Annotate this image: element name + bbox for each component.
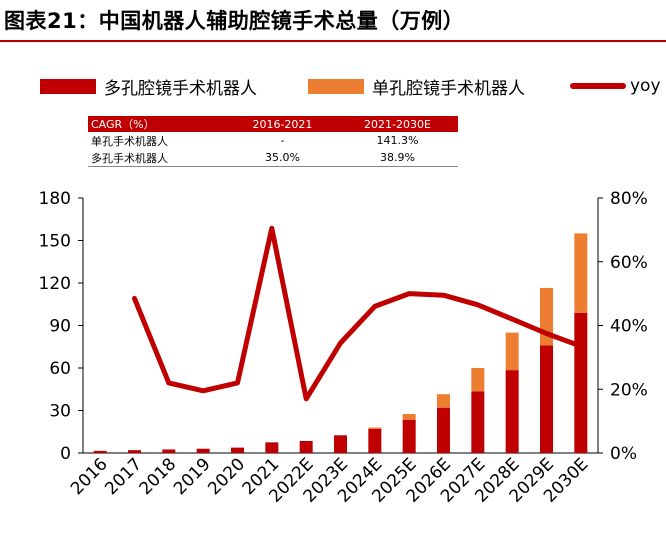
legend: 多孔腔镜手术机器人 单孔腔镜手术机器人 yoy: [40, 72, 666, 100]
bar-multi-port: [334, 435, 347, 453]
x-tick-label: 2019: [170, 454, 215, 499]
cagr-header-row: CAGR（%） 2016-2021 2021-2030E: [88, 116, 458, 132]
y-tick-label: 90: [49, 317, 71, 337]
bar-multi-port: [437, 407, 450, 453]
legend-swatch-multi-port: [40, 78, 96, 94]
bar-single-port: [574, 233, 588, 313]
bar-single-port: [437, 394, 450, 408]
bar-multi-port: [574, 312, 588, 453]
bar-multi-port: [128, 450, 141, 453]
cagr-cell: 35.0%: [227, 149, 337, 167]
y-tick-label: 30: [49, 402, 71, 422]
cagr-row: 多孔手术机器人 35.0% 38.9%: [88, 149, 458, 167]
cagr-cell: 38.9%: [337, 149, 458, 167]
cagr-cell: 单孔手术机器人: [91, 134, 168, 148]
y-tick-label: 120: [39, 274, 71, 294]
chart-title: 图表21：中国机器人辅助腔镜手术总量（万例）: [4, 9, 465, 33]
y-tick-label: 150: [39, 232, 71, 252]
bar-single-port: [471, 368, 485, 392]
yoy-line: [132, 225, 584, 402]
bar-multi-port: [540, 345, 553, 453]
x-tick-label: 2016: [67, 454, 112, 499]
cagr-cell: 141.3%: [376, 134, 419, 147]
cagr-header-cell: 2021-2030E: [337, 116, 458, 132]
bar-multi-port: [196, 448, 210, 453]
legend-swatch-yoy: [570, 83, 626, 89]
y-tick-label: 60: [49, 359, 71, 379]
legend-swatch-single-port: [308, 78, 364, 94]
x-tick-label: 2017: [101, 454, 146, 499]
bar-multi-port: [162, 449, 176, 453]
bar-single-port: [505, 332, 519, 371]
cagr-table: CAGR（%） 2016-2021 2021-2030E 单孔手术机器人 - 1…: [88, 116, 458, 167]
bar-multi-port: [402, 419, 416, 453]
y2-tick-label: 80%: [610, 189, 648, 209]
legend-item-multi-port: 多孔腔镜手术机器人: [40, 72, 257, 100]
x-tick-label: 2018: [136, 454, 181, 499]
y2-tick-label: 0%: [610, 444, 637, 464]
bar-multi-port: [471, 391, 485, 453]
y-tick-label: 0: [60, 444, 71, 464]
bar-multi-port: [231, 447, 244, 453]
cagr-cell: -: [280, 134, 285, 147]
y2-tick-label: 40%: [610, 317, 648, 337]
legend-item-yoy: yoy: [570, 72, 661, 100]
cagr-cell: 多孔手术机器人: [88, 149, 228, 167]
y2-tick-label: 60%: [610, 253, 648, 273]
title-divider: [0, 40, 666, 42]
legend-label-multi-port: 多孔腔镜手术机器人: [104, 78, 257, 99]
bar-multi-port: [265, 442, 279, 453]
x-tick-label: 2020: [204, 454, 249, 499]
y-tick-label: 180: [39, 189, 71, 209]
bar-multi-port: [93, 450, 107, 453]
bar-multi-port: [368, 428, 382, 453]
bar-single-port: [368, 427, 382, 429]
y2-tick-label: 20%: [610, 380, 648, 400]
legend-label-yoy: yoy: [630, 76, 661, 96]
cagr-header-cell: CAGR（%）: [88, 116, 228, 132]
bar-multi-port: [505, 370, 519, 453]
cagr-row: 单孔手术机器人 - 141.3%: [88, 132, 458, 149]
cagr-header-cell: 2016-2021: [227, 116, 337, 132]
legend-label-single-port: 单孔腔镜手术机器人: [372, 78, 525, 99]
bar-single-port: [402, 414, 416, 420]
bar-multi-port: [299, 440, 313, 453]
legend-item-single-port: 单孔腔镜手术机器人: [308, 72, 525, 100]
